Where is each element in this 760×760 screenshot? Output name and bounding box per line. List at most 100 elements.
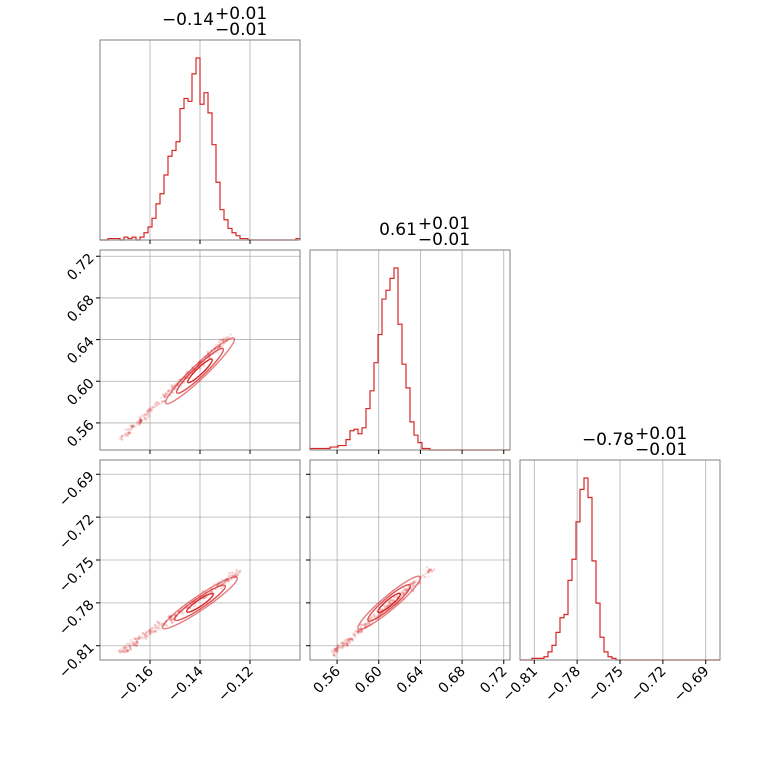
- sample-point: [385, 604, 388, 607]
- sample-point: [330, 649, 333, 652]
- sample-point: [136, 642, 139, 645]
- sample-point: [126, 643, 129, 646]
- sample-point: [128, 645, 131, 648]
- x-tick-label-2-4: −0.69: [671, 664, 713, 706]
- sample-point: [140, 635, 143, 638]
- sample-point: [152, 406, 155, 409]
- sample-point: [228, 581, 231, 584]
- sample-point: [229, 333, 232, 336]
- sample-point: [125, 647, 128, 650]
- sample-point: [131, 642, 134, 645]
- sample-point: [126, 434, 129, 437]
- sample-point: [150, 410, 153, 413]
- sample-point: [165, 624, 168, 627]
- sample-point: [155, 403, 158, 406]
- sample-point: [121, 439, 124, 442]
- sample-point: [160, 396, 163, 399]
- sample-point: [121, 434, 124, 437]
- y-tick-label-1-4: 0.72: [64, 251, 97, 284]
- sample-point: [364, 623, 367, 626]
- frame-layer: [96, 40, 720, 664]
- sample-point: [235, 569, 238, 572]
- sample-point: [139, 416, 142, 419]
- sample-point: [415, 580, 418, 583]
- sample-point: [231, 571, 234, 574]
- sample-point: [133, 641, 136, 644]
- sample-point: [129, 428, 132, 431]
- sample-point: [433, 568, 436, 571]
- sample-point: [223, 337, 226, 340]
- sample-point: [232, 574, 235, 577]
- sample-point: [223, 582, 226, 585]
- sample-point: [428, 575, 431, 578]
- sample-point: [137, 637, 140, 640]
- sample-point: [357, 630, 360, 633]
- sample-point: [239, 571, 242, 574]
- sample-point: [165, 392, 168, 395]
- scatter-group-1: [118, 569, 242, 653]
- param-title-0: −0.14: [162, 10, 214, 30]
- sample-point: [129, 639, 132, 642]
- sample-point: [145, 630, 148, 633]
- sample-point: [136, 424, 139, 427]
- sample-point: [167, 389, 170, 392]
- sample-point: [165, 394, 168, 397]
- sample-point: [370, 615, 373, 618]
- sample-point: [147, 413, 150, 416]
- sample-point: [194, 604, 197, 607]
- sample-point: [424, 573, 427, 576]
- sample-point: [129, 648, 132, 651]
- y-tick-label-2-2: −0.75: [56, 554, 98, 596]
- sample-point: [373, 615, 376, 618]
- sample-point: [430, 568, 433, 571]
- data-layer: [100, 58, 720, 660]
- sample-point: [220, 587, 223, 590]
- x-tick-label-0-0: −0.16: [115, 663, 157, 705]
- sample-point: [139, 420, 142, 423]
- sample-point: [122, 647, 125, 650]
- sample-point: [145, 637, 148, 640]
- sample-point: [126, 651, 129, 654]
- param-title-1: 0.61: [379, 220, 417, 240]
- sample-point: [394, 596, 397, 599]
- sample-point: [218, 341, 221, 344]
- param-title-lower-1: −0.01: [418, 230, 470, 250]
- sample-point: [413, 582, 416, 585]
- y-tick-label-2-1: −0.78: [56, 597, 98, 639]
- sample-point: [159, 403, 162, 406]
- sample-point: [144, 413, 147, 416]
- y-tick-label-1-0: 0.56: [64, 417, 97, 450]
- histogram-1: [310, 268, 510, 450]
- sample-point: [220, 339, 223, 342]
- x-tick-label-2-2: −0.75: [585, 664, 627, 706]
- sample-point: [153, 630, 156, 633]
- y-tick-label-1-2: 0.64: [64, 334, 97, 367]
- sample-point: [427, 571, 430, 574]
- sample-point: [333, 649, 336, 652]
- sample-point: [132, 425, 135, 428]
- sample-point: [422, 575, 425, 578]
- param-title-lower-0: −0.01: [215, 20, 267, 40]
- sample-point: [148, 633, 151, 636]
- sample-point: [150, 630, 153, 633]
- sample-point: [155, 401, 158, 404]
- x-tick-label-2-3: −0.72: [628, 664, 670, 706]
- scatter-group-2: [330, 566, 435, 658]
- y-tick-label-2-0: −0.81: [56, 640, 98, 682]
- sample-point: [133, 637, 136, 640]
- x-tick-label-0-2: −0.12: [215, 664, 257, 706]
- y-tick-label-2-3: −0.72: [56, 511, 98, 553]
- x-tick-label-1-0: 0.56: [311, 663, 344, 696]
- param-title-lower-2: −0.01: [635, 440, 687, 460]
- sample-point: [183, 612, 186, 615]
- sample-point: [128, 432, 131, 435]
- sample-point: [352, 633, 355, 636]
- sample-point: [228, 572, 231, 575]
- sample-point: [340, 643, 343, 646]
- grid-layer: [100, 40, 706, 660]
- x-tick-label-2-1: −0.78: [542, 664, 584, 706]
- sample-point: [124, 428, 127, 431]
- y-tick-label-1-1: 0.60: [64, 376, 97, 409]
- sample-point: [147, 416, 150, 419]
